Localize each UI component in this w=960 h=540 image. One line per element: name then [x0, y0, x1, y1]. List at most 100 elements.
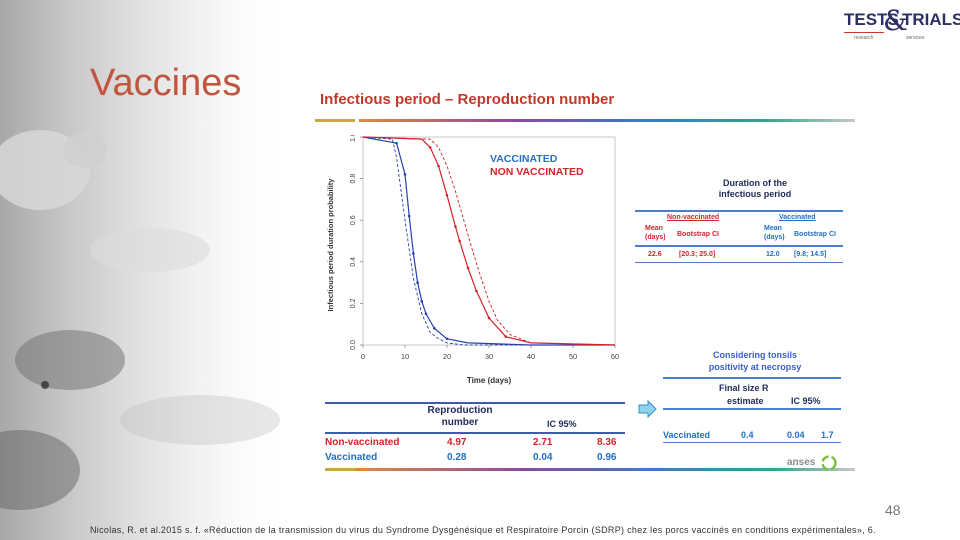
series-line-1 — [362, 136, 615, 346]
legend-non-vaccinated: NON VACCINATED — [490, 166, 584, 178]
x-tick-label: 20 — [443, 352, 451, 361]
duration-title-line1: Duration of the — [723, 178, 787, 188]
tests-trials-logo: TESTS & TRIALS research services — [842, 4, 960, 42]
data-point — [466, 266, 470, 270]
duration-mean-vacc: Mean (days) — [764, 224, 785, 242]
estimate-label: estimate — [727, 396, 764, 406]
legend-vaccinated: VACCINATED — [490, 153, 558, 165]
duration-header-vacc: Vaccinated — [779, 214, 816, 221]
data-point — [424, 312, 428, 316]
mean-label-vacc: Mean — [764, 225, 782, 232]
tonsils-ic-label: IC 95% — [791, 396, 821, 406]
y-tick-label: 0.4 — [350, 257, 357, 267]
repro-header-line2: number — [441, 417, 479, 428]
data-point — [433, 327, 436, 330]
footnote-citation: Nicolas, R. et al.2015 s. f. «Réduction … — [90, 525, 876, 535]
tonsils-row-label: Vaccinated — [663, 430, 711, 440]
tonsils-rule-mid — [663, 408, 841, 410]
repro-row-vacc-value: 0.28 — [447, 452, 467, 463]
repro-row-nonvacc-value: 4.97 — [447, 437, 467, 448]
tonsils-rule-bottom — [663, 442, 841, 443]
data-point — [445, 337, 449, 341]
figure-panel: Infectious period – Reproduction number … — [315, 85, 855, 475]
repro-rule-top — [325, 402, 625, 404]
x-tick-label: 50 — [569, 352, 577, 361]
logo-sub-services: services — [906, 35, 925, 41]
data-point — [395, 141, 398, 145]
x-axis-label: Time (days) — [467, 376, 512, 385]
page-number: 48 — [885, 502, 901, 518]
data-point — [504, 335, 508, 338]
background-photo — [0, 0, 300, 540]
x-tick-label: 0 — [361, 352, 365, 361]
tonsils-line2: positivity at necropsy — [708, 362, 802, 372]
x-tick-label: 40 — [527, 352, 535, 361]
mean-label: Mean — [645, 225, 663, 232]
data-point — [445, 193, 449, 197]
data-point — [454, 225, 457, 228]
repro-header: Reproduction number — [410, 405, 510, 429]
data-point — [475, 289, 478, 293]
data-point — [407, 214, 411, 218]
logo-sub-research: research — [854, 35, 874, 41]
y-tick-label: 0.8 — [350, 174, 357, 184]
anses-logo-text: anses — [787, 457, 816, 468]
series-lines — [362, 136, 616, 346]
y-tick-label: 1.0 — [350, 135, 357, 142]
duration-rule-bottom — [635, 262, 843, 263]
repro-row-nonvacc-high: 8.36 — [597, 437, 617, 448]
page-title: Vaccines — [90, 62, 242, 104]
logo-word-trials: TRIALS — [902, 10, 960, 29]
y-tick-label: 0.6 — [350, 215, 357, 225]
logo-underline — [844, 32, 884, 33]
y-tick-label: 0.0 — [350, 340, 357, 350]
tonsils-row-estimate: 0.4 — [741, 430, 754, 440]
figure-bottom-rule — [325, 468, 855, 471]
data-point — [458, 239, 461, 243]
title-rule — [315, 119, 855, 122]
data-point — [420, 300, 424, 303]
y-axis-label: Infectious period duration probability — [326, 178, 335, 312]
duration-rule-mid — [635, 245, 843, 247]
repro-row-vacc-label: Vaccinated — [325, 452, 378, 463]
duration-nonvacc-mean: 22.6 — [648, 251, 662, 258]
data-point — [428, 146, 432, 149]
repro-header-line1: Reproduction — [427, 405, 493, 416]
data-point — [403, 173, 407, 176]
data-point — [416, 281, 419, 284]
duration-vacc-mean: 12.0 — [766, 251, 780, 258]
days-label-vacc: (days) — [764, 234, 785, 241]
y-tick-label: 0.2 — [350, 298, 357, 308]
tonsils-title: Considering tonsils positivity at necrop… — [695, 349, 815, 373]
x-tick-label: 30 — [485, 352, 493, 361]
duration-header-nonvacc: Non-vaccinated — [667, 214, 720, 221]
duration-title: Duration of the infectious period — [705, 178, 805, 200]
duration-mean-nonvacc: Mean (days) — [645, 224, 666, 242]
duration-nonvacc-ci: [20.3; 25.0] — [679, 251, 716, 258]
logo-ampersand: & — [883, 4, 908, 37]
final-size-label: Final size R — [719, 383, 769, 393]
x-tick-label: 10 — [401, 352, 409, 361]
anses-logo-icon — [821, 455, 837, 471]
duration-title-line2: infectious period — [718, 189, 792, 199]
tonsils-row-low: 0.04 — [787, 430, 805, 440]
duration-vacc-ci: [9.8; 14.5] — [794, 251, 827, 258]
duration-ci-nonvacc-label: Bootstrap CI — [677, 231, 719, 238]
repro-row-vacc-low: 0.04 — [533, 452, 553, 463]
data-point — [487, 316, 491, 320]
data-point — [412, 252, 415, 255]
tonsils-row-high: 1.7 — [821, 430, 834, 440]
repro-row-nonvacc-label: Non-vaccinated — [325, 437, 400, 448]
figure-title: Infectious period – Reproduction number — [320, 91, 615, 108]
repro-ic-label: IC 95% — [547, 419, 577, 429]
tonsils-rule-top — [663, 377, 841, 379]
y-axis: 0.0 0.2 0.4 0.6 0.8 1.0 — [350, 135, 363, 350]
repro-row-nonvacc-low: 2.71 — [533, 437, 553, 448]
repro-row-vacc-high: 0.96 — [597, 452, 617, 463]
logo-word-tests: TESTS — [844, 10, 899, 29]
x-tick-label: 60 — [611, 352, 619, 361]
tonsils-line1: Considering tonsils — [712, 350, 797, 360]
survival-chart: 0.0 0.2 0.4 0.6 0.8 1.0 0 10 20 30 40 50 60 Infecti… — [326, 135, 619, 385]
series-line-3 — [362, 136, 616, 346]
days-label: (days) — [645, 234, 666, 241]
